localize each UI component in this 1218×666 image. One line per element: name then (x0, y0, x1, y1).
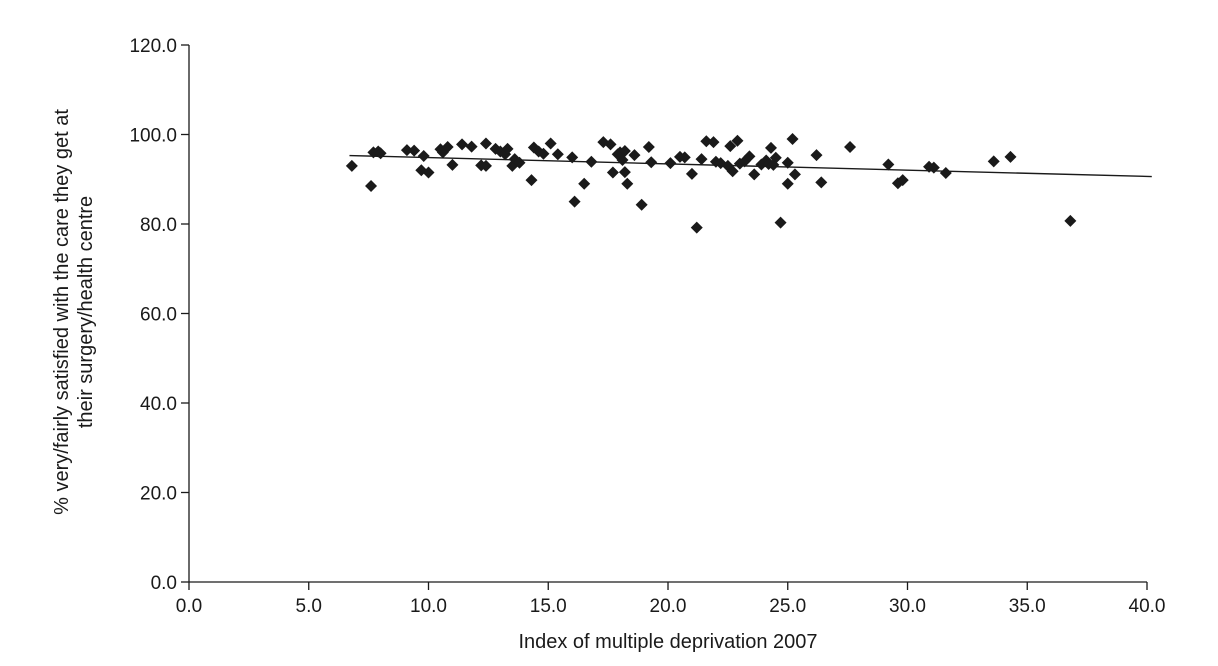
data-point (786, 132, 799, 145)
data-point (566, 151, 579, 164)
data-point (731, 134, 744, 147)
data-point (628, 149, 641, 162)
data-point (882, 158, 895, 171)
y-axis-title-line-1: % very/fairly satisfied with the care th… (51, 109, 73, 515)
data-point (551, 148, 564, 161)
data-point (544, 137, 557, 150)
data-point (537, 147, 550, 160)
trendline (349, 154, 1152, 178)
data-point (743, 150, 756, 163)
data-point (645, 156, 658, 169)
x-tick-label: 0.0 (176, 596, 202, 617)
data-point (664, 157, 677, 170)
data-point (690, 221, 703, 234)
data-point (568, 195, 581, 208)
data-point (501, 142, 514, 155)
data-point (774, 216, 787, 229)
data-point (939, 166, 952, 179)
y-tick-label: 40.0 (140, 394, 177, 415)
data-point (781, 156, 794, 169)
x-axis-title: Index of multiple deprivation 2007 (518, 631, 817, 653)
data-point (618, 166, 631, 179)
data-point (621, 177, 634, 190)
x-tick-label: 40.0 (1129, 596, 1166, 617)
x-tick-label: 10.0 (410, 596, 447, 617)
data-point (767, 158, 780, 171)
data-point (685, 167, 698, 180)
data-point (606, 166, 619, 179)
data-point (927, 161, 940, 174)
data-point (726, 165, 739, 178)
data-point (844, 141, 857, 154)
data-point (604, 138, 617, 151)
data-point (788, 168, 801, 181)
data-point (781, 177, 794, 190)
y-tick-label: 100.0 (129, 126, 177, 147)
data-point (695, 153, 708, 166)
x-tick-label: 25.0 (769, 596, 806, 617)
trendline-layer (349, 154, 1152, 178)
data-point (365, 179, 378, 192)
axes: 0.0 20.0 40.0 60.0 80.0 100.0 120.0 0.0 5.0 10.0 1… (129, 36, 1165, 617)
data-point (456, 138, 469, 151)
y-tick-label: 0.0 (151, 573, 177, 594)
data-point (400, 144, 413, 157)
data-point (345, 159, 358, 172)
data-point (525, 174, 538, 187)
data-point (408, 144, 421, 157)
data-point (513, 156, 526, 169)
data-point (578, 177, 591, 190)
data-point (678, 151, 691, 164)
data-point (374, 147, 387, 160)
data-point (1004, 150, 1017, 163)
data-point (810, 149, 823, 162)
x-tick-label: 35.0 (1009, 596, 1046, 617)
data-point (896, 174, 909, 187)
data-point (417, 149, 430, 162)
data-point (764, 141, 777, 154)
data-point (616, 154, 629, 167)
x-tick-label: 20.0 (650, 596, 687, 617)
x-tick-label: 5.0 (296, 596, 322, 617)
data-points (345, 132, 1077, 234)
data-point (724, 140, 737, 153)
data-point (642, 141, 655, 154)
data-point (815, 176, 828, 189)
data-point (479, 137, 492, 150)
data-point (618, 145, 631, 158)
data-point (422, 166, 435, 179)
y-axis-title-line-2: their surgery/health centre (75, 196, 97, 428)
data-point (700, 135, 713, 148)
data-point (707, 136, 720, 149)
data-point (987, 155, 1000, 168)
data-point (465, 140, 478, 153)
y-tick-label: 60.0 (140, 305, 177, 326)
data-point (585, 155, 598, 168)
y-tick-label: 80.0 (140, 215, 177, 236)
data-point (441, 141, 454, 154)
y-tick-label: 120.0 (129, 36, 177, 57)
data-point (1064, 214, 1077, 227)
y-tick-label: 20.0 (140, 484, 177, 505)
data-point (635, 198, 648, 211)
data-point (446, 158, 459, 171)
x-tick-label: 15.0 (530, 596, 567, 617)
y-axis-title: % very/fairly satisfied with the care th… (51, 109, 97, 515)
x-tick-label: 30.0 (889, 596, 926, 617)
data-point (748, 168, 761, 181)
data-point (479, 159, 492, 172)
